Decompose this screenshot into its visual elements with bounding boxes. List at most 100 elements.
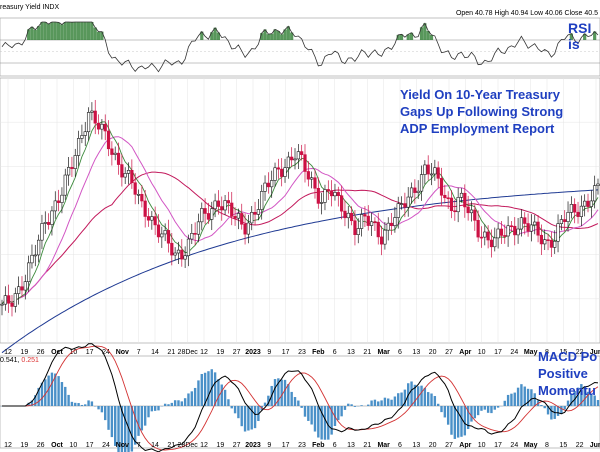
candle-body [573, 204, 577, 213]
candle-body [569, 204, 573, 213]
x-tick-label: 17 [282, 349, 290, 356]
candle-body [576, 211, 580, 217]
candle-body [323, 189, 327, 203]
macd-histogram-bar [320, 406, 323, 440]
x-tick-label: 28Dec [178, 349, 199, 356]
candle-body [553, 240, 557, 248]
macd-panel-frame [0, 355, 600, 449]
yield-annotation-line-3: ADP Employment Report [400, 121, 555, 136]
x-tick-label: Mar [377, 349, 390, 356]
macd-histogram-bar [593, 395, 596, 406]
x-tick-label: 26 [37, 349, 45, 356]
macd-histogram-bar [247, 406, 250, 431]
macd-histogram-bar [496, 406, 500, 408]
macd-histogram-bar [197, 380, 200, 406]
macd-histogram-bar [453, 406, 457, 439]
macd-histogram-bar [490, 406, 493, 414]
macd-histogram-bar [360, 405, 363, 406]
candle-body [70, 167, 74, 169]
candle-body [499, 228, 504, 236]
candle-body [493, 237, 497, 248]
macd-histogram-bar [353, 406, 357, 407]
candle-body [176, 249, 181, 254]
candle-body [449, 197, 454, 212]
candle-body [436, 167, 440, 179]
chart-header: reasury Yield INDX Open 40.78 High 40.94… [0, 0, 600, 18]
x-tick-label: Apr [459, 349, 471, 356]
macd-histogram-bar [436, 403, 440, 406]
x-tick-label: 27 [445, 349, 453, 356]
macd-histogram-bar [483, 406, 486, 410]
x-tick-label: 10 [69, 349, 77, 356]
candle-body [37, 239, 41, 256]
candle-body [190, 233, 194, 240]
x-tick-label: 26 [37, 442, 45, 449]
candle-body [10, 302, 14, 307]
macd-histogram-bar [193, 387, 197, 406]
candle-body [403, 203, 407, 208]
macd-x-axis-labels: 12 19 26 Oct 10 17 24 Nov 7 14 21 28Dec 12 19 27 2023 9 1… [4, 442, 600, 449]
macd-histogram-bar [473, 406, 477, 419]
candle-body [286, 156, 290, 169]
candle-body [516, 228, 520, 236]
candle-body [423, 164, 427, 175]
candle-body [519, 217, 524, 230]
candle-body [399, 203, 404, 205]
macd-histogram-bar [313, 406, 317, 432]
candle-body [150, 216, 154, 221]
macd-histogram-bar [74, 402, 77, 406]
macd-histogram-bar [300, 406, 303, 408]
x-tick-label: 2023 [245, 349, 261, 356]
macd-histogram-bar [253, 406, 257, 429]
candle-body [27, 262, 31, 282]
macd-histogram-bar [60, 382, 64, 406]
candle-body [393, 217, 397, 226]
macd-histogram-bar [327, 406, 330, 440]
macd-histogram-bar [523, 386, 526, 406]
macd-histogram-bar [340, 406, 343, 417]
candle-body [416, 190, 420, 193]
macd-histogram-bar [556, 406, 560, 416]
candle-body [7, 295, 11, 304]
candle-body [456, 197, 460, 213]
yield-annotation: Yield On 10-Year Treasury Gaps Up Follow… [400, 86, 563, 137]
candle-body [106, 130, 111, 150]
macd-annotation-line-2: Positive [538, 366, 588, 381]
candle-body [559, 219, 563, 224]
macd-histogram-bar [90, 401, 94, 406]
macd-histogram-bar [377, 401, 380, 406]
macd-histogram-bar [183, 398, 187, 406]
candle-body [469, 209, 474, 214]
x-tick-label: 7 [137, 442, 141, 449]
macd-histogram-bar [150, 406, 154, 412]
candle-body [253, 212, 257, 215]
macd-panel: 12 19 26 Oct 10 17 24 Nov 7 14 21 28Dec 12 19 27 2023 9 1… [0, 343, 600, 452]
candle-body [273, 167, 277, 181]
x-tick-label: 10 [478, 442, 486, 449]
candle-body [203, 208, 207, 214]
candle-body [589, 200, 593, 207]
candle-body [223, 200, 227, 211]
candle-body [143, 200, 147, 217]
macd-histogram-bar [550, 406, 553, 420]
candle-body [126, 169, 131, 174]
macd-histogram-bar [583, 386, 586, 406]
candle-body [386, 222, 390, 231]
x-tick-label: 8 [545, 442, 549, 449]
candle-body [546, 239, 550, 241]
macd-histogram-bar [380, 400, 383, 406]
candle-body [483, 231, 487, 238]
macd-histogram-bar [80, 404, 84, 406]
candle-body [163, 230, 167, 235]
macd-histogram-bar [277, 378, 280, 406]
macd-histogram-bar [566, 400, 570, 406]
candle-body [366, 215, 370, 226]
candle-body [146, 216, 151, 221]
yield-annotation-line-2: Gaps Up Following Strong [400, 104, 564, 119]
x-tick-label: 13 [412, 349, 420, 356]
macd-histogram-bar [290, 391, 293, 406]
macd-annotation: MACD Po Positive Momentu [538, 348, 597, 399]
candle-body [426, 164, 430, 175]
x-tick-label: 23 [298, 349, 306, 356]
macd-histogram-bar [177, 400, 180, 406]
